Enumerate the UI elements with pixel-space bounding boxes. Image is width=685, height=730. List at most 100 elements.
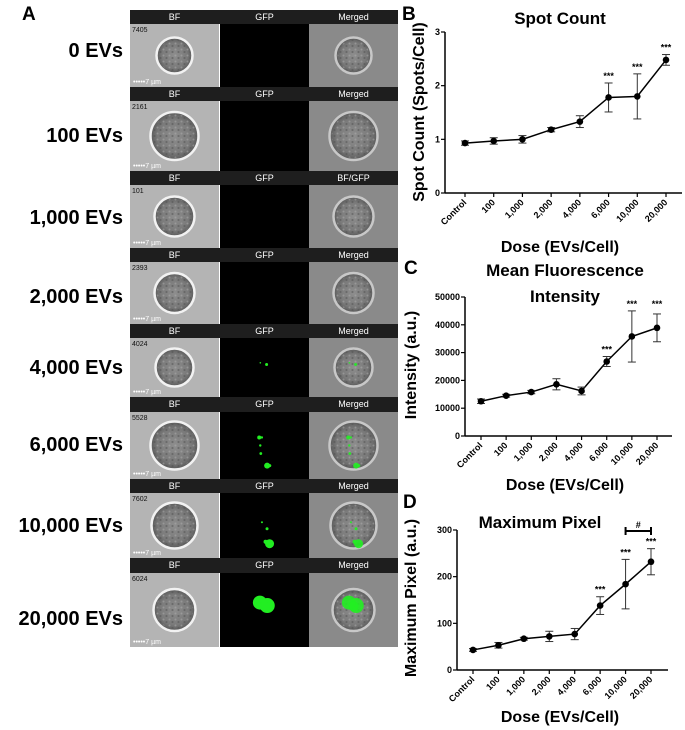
gfp-image [220,262,309,324]
channel-header-gfp: GFP [255,89,274,99]
y-tick-label: 40000 [435,320,460,330]
x-tick-label: 2,000 [530,674,553,697]
cell-id: 6024 [132,576,148,583]
gfp-spot [349,436,353,439]
gfp-spot [354,363,358,367]
cell-texture [152,114,197,158]
x-tick-label: 6,000 [581,674,604,697]
channel-header-merged: Merged [338,12,369,22]
gfp-spot [268,464,272,468]
chart-b: B Spot Count Spot Count (Spots/Cell) Dose (… [402,4,682,256]
x-tick-label: 2,000 [532,197,555,220]
y-tick-label: 0 [435,188,440,198]
x-tick-label: 4,000 [560,197,583,220]
image-row: 4,000 EVs BF GFP Merged 4024 •••••7 µm [30,324,398,397]
x-tick-label: 20,000 [634,440,661,467]
y-tick-label: 2 [435,81,440,91]
gfp-spot [265,527,269,531]
x-tick-label: Control [447,674,477,704]
charts: B Spot Count Spot Count (Spots/Cell) Dose (… [402,4,682,726]
cell-id: 2393 [132,265,148,272]
row-dose-label: 4,000 EVs [30,357,123,379]
chart-title: Mean Fluorescence [486,261,644,280]
gfp-spot [349,521,352,524]
series-line [464,59,667,144]
cell-texture [331,423,376,468]
data-point [596,602,604,609]
data-point [545,633,553,640]
gfp-spot [257,435,262,440]
bracket-label: # [636,520,641,530]
row-dose-label: 10,000 EVs [18,515,123,537]
channel-header-bf: BF [169,250,181,260]
data-point [477,397,485,405]
gfp-image [220,24,309,87]
x-tick-label: 4,000 [562,440,585,463]
chart-title: Intensity [530,287,600,306]
x-tick-label: 100 [484,674,502,692]
channel-header-bf: BF [169,173,181,183]
gfp-spot [348,444,351,447]
channel-header-gfp: GFP [255,250,274,260]
gfp-spot [348,452,352,455]
cell-id: 7405 [132,27,148,34]
gfp-spot [260,436,264,439]
scale-bar: •••••7 µm [133,316,161,323]
channel-header-merged: Merged [338,399,369,409]
x-tick-label: 4,000 [555,674,578,697]
significance-marker: *** [595,585,606,595]
gfp-image [220,412,309,479]
y-tick-label: 50000 [435,292,460,302]
data-point [520,635,528,643]
image-row: 20,000 EVs BF GFP Merged 6024 •••••7 µm [18,558,398,647]
cell-texture [337,39,370,72]
significance-marker: *** [627,299,638,309]
scale-bar: •••••7 µm [133,550,161,557]
cell-texture [335,275,372,311]
channel-header-gfp: GFP [255,173,274,183]
data-point [490,137,498,145]
channel-header-merged: Merged [338,560,369,570]
panel-letter: D [403,492,417,513]
channel-header-bf: BF [169,89,181,99]
x-axis-label: Dose (EVs/Cell) [501,709,619,726]
gfp-image [220,185,309,248]
cell-texture [336,350,371,385]
gfp-spot [354,527,358,531]
significance-marker: *** [632,62,643,72]
x-tick-label: 20,000 [628,674,655,701]
row-header-bar [130,10,398,24]
data-point [519,136,526,143]
channel-header-gfp: GFP [255,481,274,491]
panel-letter: B [402,4,416,25]
gfp-spot [346,435,351,440]
significance-marker: *** [601,344,612,354]
gfp-image [220,493,309,558]
channel-header-gfp: GFP [255,326,274,336]
x-tick-label: 6,000 [589,197,612,220]
data-point [633,93,641,100]
gfp-spot [259,601,270,612]
x-tick-label: Control [455,440,485,470]
data-point [469,646,477,654]
cell-texture [331,114,376,158]
scale-bar: •••••7 µm [133,639,161,646]
row-header-bar [130,558,398,573]
row-header-bar [130,87,398,101]
image-row: 2,000 EVs BF GFP Merged 2393 •••••7 µm [30,248,398,324]
data-point [502,392,510,399]
data-point [527,388,535,396]
chart-title: Maximum Pixel [479,513,602,532]
gfp-spot [352,539,357,544]
data-point [461,139,469,147]
gfp-spot [263,539,268,544]
cell-texture [335,198,372,235]
y-tick-label: 300 [437,525,452,535]
data-point [603,358,611,365]
cell-texture [156,198,193,235]
cell-texture [157,350,192,385]
chart-d: D Maximum Pixel Maximum Pixel (a.u.) Dose (… [403,492,668,726]
cell-texture [156,275,193,311]
data-point [547,126,555,133]
image-row: 6,000 EVs BF GFP Merged 5528 •••••7 µm [30,397,398,479]
